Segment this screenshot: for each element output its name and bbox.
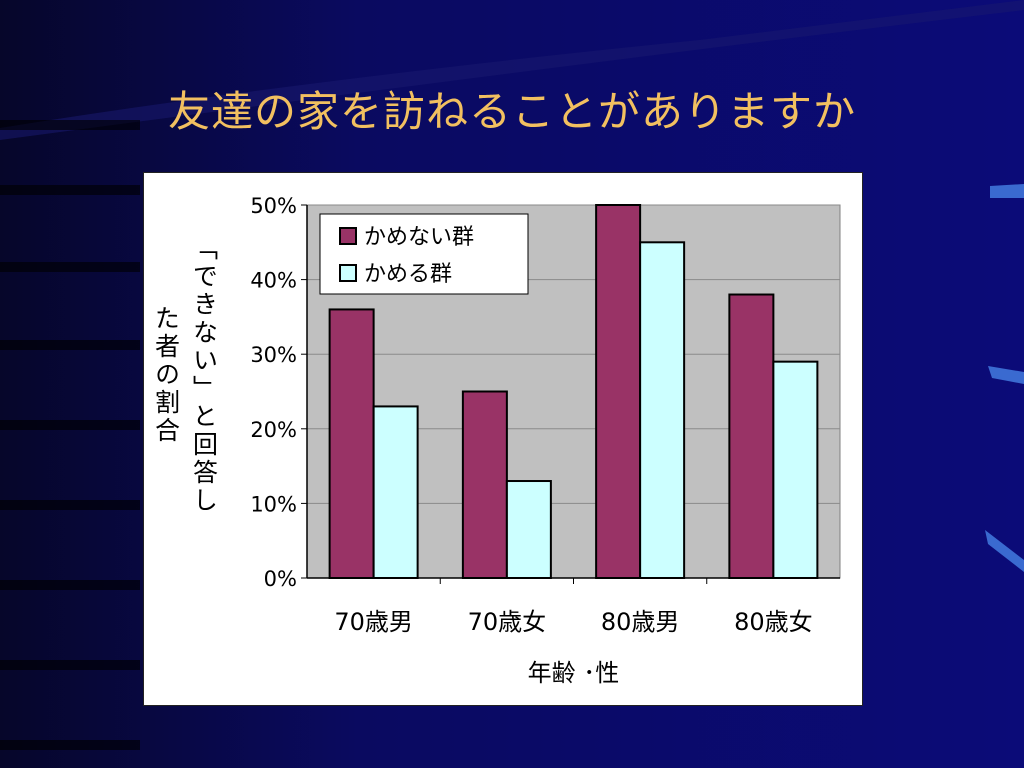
bar-series2 (639, 241, 686, 580)
x-tick-label: 70歳女 (468, 608, 547, 636)
bar-series2 (372, 405, 419, 579)
bar-series1 (728, 293, 775, 580)
y-tick-label: 50% (250, 194, 297, 218)
bar-series2 (772, 360, 819, 579)
background-stripes (0, 120, 140, 750)
bar-series1 (328, 308, 375, 579)
legend-label: かめる群 (364, 262, 452, 287)
x-tick-label: 80歳男 (601, 608, 680, 636)
legend-swatch (339, 227, 357, 245)
bar-series2 (505, 480, 552, 579)
x-axis-title: 年齢 ･性 (528, 659, 620, 687)
y-tick-label: 0% (264, 567, 297, 591)
y-tick-label: 40% (250, 269, 297, 293)
y-axis-title-line: た者の割合 (152, 305, 181, 445)
background-swoosh (0, 0, 1024, 140)
y-tick-label: 30% (250, 343, 297, 367)
x-tick-label: 70歳男 (334, 608, 413, 636)
x-tick-label: 80歳女 (734, 608, 813, 636)
bar-series1 (461, 390, 508, 579)
y-tick-label: 10% (250, 492, 297, 516)
legend-swatch (339, 264, 357, 282)
y-tick-label: 20% (250, 418, 297, 442)
y-axis-title-line: 「できない」と回答し (190, 235, 219, 515)
legend-label: かめない群 (364, 225, 474, 250)
bar-series1 (595, 204, 642, 579)
slide-title: 友達の家を訪ねることがありますか (167, 87, 856, 136)
chart-panel: 0% 10% 20% 30% 40% 50% 70歳男 70歳女 80歳男 80歳女年齢 ･性 かめ… (143, 172, 863, 706)
background-right-accents (985, 184, 1024, 572)
